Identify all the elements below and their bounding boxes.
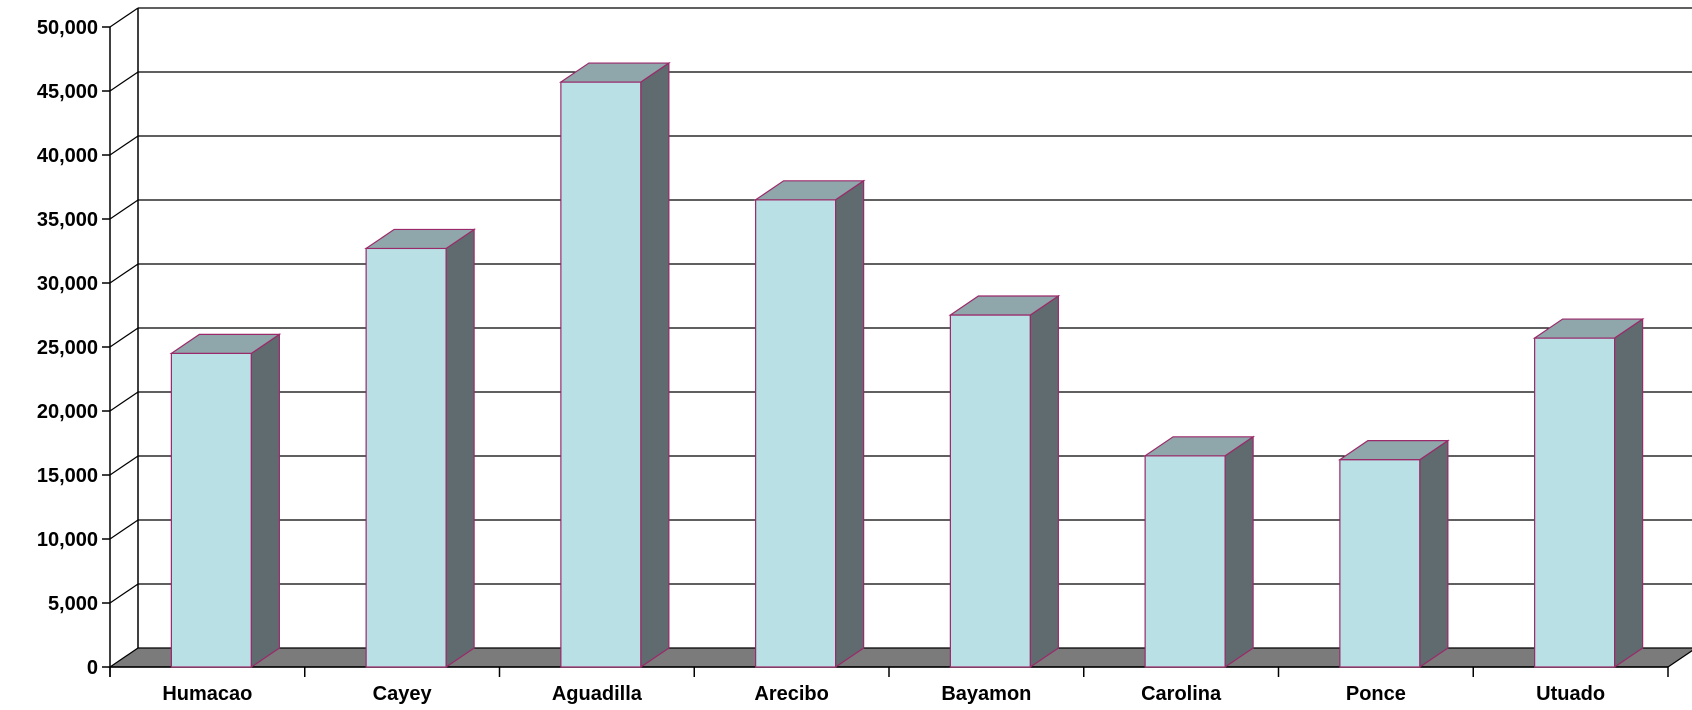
x-category-label: Aguadilla xyxy=(552,683,643,705)
gridline-side xyxy=(109,391,139,412)
gridline-side xyxy=(109,583,139,604)
y-tick-label: 20,000 xyxy=(37,401,98,423)
gridline-side xyxy=(109,135,139,156)
bar-aguadilla xyxy=(560,81,642,668)
bar-top-carolina xyxy=(1143,436,1256,457)
x-category-label: Humacao xyxy=(162,683,252,705)
bar-utuado xyxy=(1534,337,1616,668)
bar-side-humacao xyxy=(250,333,280,669)
bar-side-utuado xyxy=(1614,317,1644,669)
labels: 0 5,000 10,000 15,000 20,000 25,000 30,000 35,0… xyxy=(37,17,1605,705)
x-category-label: Cayey xyxy=(373,683,433,705)
gridline-side xyxy=(109,71,139,92)
bar-top-humacao xyxy=(169,333,282,354)
gridline-side xyxy=(109,327,139,348)
x-category-label: Utuado xyxy=(1536,683,1605,705)
x-category-label: Arecibo xyxy=(754,683,828,705)
bar-arecibo xyxy=(755,199,837,668)
y-tick-label: 15,000 xyxy=(37,465,98,487)
x-category-label: Carolina xyxy=(1141,683,1222,705)
bar-top-aguadilla xyxy=(558,62,671,83)
x-category-label: Bayamon xyxy=(941,683,1031,705)
chart-floor xyxy=(108,647,1692,668)
gridlines xyxy=(109,7,1692,604)
gridline-side xyxy=(109,199,139,220)
y-tick-label: 0 xyxy=(87,657,98,679)
bar-side-ponce xyxy=(1419,439,1449,669)
bar-top-ponce xyxy=(1337,440,1450,461)
y-tick-label: 30,000 xyxy=(37,273,98,295)
bar-top-cayey xyxy=(364,228,477,250)
bar-side-carolina xyxy=(1224,435,1254,669)
y-tick-label: 25,000 xyxy=(37,337,98,359)
y-tick-label: 50,000 xyxy=(37,17,98,39)
bar-top-bayamon xyxy=(948,295,1061,316)
bar-side-aguadilla xyxy=(640,61,670,669)
x-category-label: Ponce xyxy=(1346,683,1406,705)
bar-side-bayamon xyxy=(1029,294,1059,669)
bar-ponce xyxy=(1339,459,1421,668)
y-tick-label: 40,000 xyxy=(37,145,98,167)
gridline-side xyxy=(109,7,139,28)
bars xyxy=(169,61,1645,669)
bar-humacao xyxy=(170,352,252,668)
bar-top-utuado xyxy=(1532,318,1645,339)
bar-bayamon xyxy=(949,314,1031,668)
y-tick-label: 10,000 xyxy=(37,529,98,551)
y-tick-label: 35,000 xyxy=(37,209,98,231)
chart-floor-plane xyxy=(108,647,1692,668)
bar-carolina xyxy=(1144,455,1226,668)
gridline-side xyxy=(109,519,139,540)
bar-side-cayey xyxy=(445,228,475,669)
bar-top-arecibo xyxy=(753,180,866,201)
gridline-side xyxy=(109,455,139,476)
gridline-side xyxy=(109,263,139,284)
y-tick-label: 5,000 xyxy=(48,593,98,615)
bar-side-arecibo xyxy=(835,179,865,669)
y-tick-label: 45,000 xyxy=(37,81,98,103)
bar-cayey xyxy=(365,247,447,668)
